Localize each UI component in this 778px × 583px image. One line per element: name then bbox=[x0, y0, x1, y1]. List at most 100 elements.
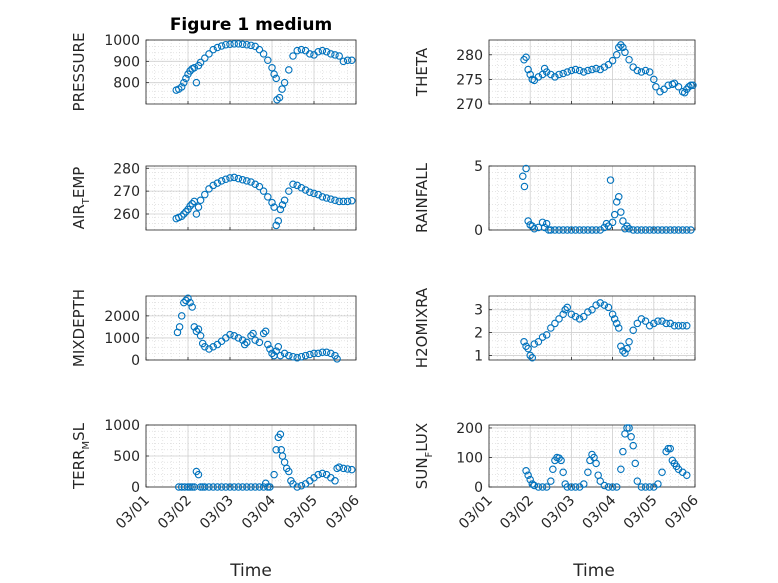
data-point bbox=[272, 74, 280, 83]
data-point bbox=[310, 349, 318, 358]
data-point bbox=[658, 468, 666, 476]
data-point bbox=[259, 329, 268, 338]
data-point bbox=[612, 319, 621, 328]
data-point bbox=[559, 310, 567, 319]
data-point bbox=[192, 210, 201, 218]
data-point bbox=[261, 327, 270, 336]
data-point bbox=[606, 176, 615, 184]
data-point bbox=[182, 74, 190, 83]
data-point bbox=[280, 196, 289, 205]
data-point bbox=[285, 66, 293, 74]
data-point bbox=[524, 217, 532, 225]
data-point bbox=[580, 226, 588, 234]
data-point bbox=[213, 179, 222, 187]
data-point bbox=[615, 192, 623, 201]
data-point bbox=[217, 42, 226, 50]
data-point bbox=[339, 197, 348, 206]
data-point bbox=[177, 83, 186, 91]
data-point bbox=[264, 483, 272, 491]
data-point bbox=[637, 315, 646, 323]
data-point bbox=[629, 63, 637, 71]
data-point bbox=[177, 312, 186, 320]
data-point bbox=[666, 444, 675, 453]
data-point bbox=[314, 349, 322, 358]
data-point bbox=[687, 81, 695, 90]
axes-box bbox=[145, 165, 357, 231]
data-point bbox=[261, 479, 270, 488]
data-point bbox=[608, 56, 617, 65]
data-point bbox=[563, 68, 572, 76]
subplot-2: 270 275 280 THETA bbox=[413, 39, 697, 113]
data-point bbox=[270, 70, 278, 78]
data-point bbox=[234, 483, 243, 491]
data-point bbox=[318, 193, 327, 201]
data-point bbox=[180, 78, 188, 87]
y-axis-label: MIXDEPTH bbox=[70, 289, 88, 367]
data-point bbox=[567, 66, 576, 75]
data-point bbox=[617, 208, 625, 216]
data-point bbox=[621, 349, 629, 357]
data-point bbox=[596, 477, 604, 485]
data-point bbox=[571, 483, 580, 491]
data-point bbox=[683, 321, 691, 330]
data-point bbox=[637, 226, 646, 234]
data-point bbox=[619, 43, 627, 52]
data-point bbox=[280, 349, 289, 358]
data-point bbox=[249, 329, 257, 338]
data-point bbox=[547, 477, 555, 485]
data-point bbox=[658, 226, 666, 234]
data-point bbox=[689, 81, 697, 90]
y-label-base: SUN bbox=[413, 457, 431, 489]
data-point bbox=[524, 471, 532, 479]
data-point bbox=[623, 424, 631, 432]
data-point bbox=[194, 470, 203, 479]
data-point bbox=[604, 222, 613, 230]
data-point bbox=[238, 40, 247, 49]
data-point bbox=[524, 65, 532, 74]
data-point bbox=[343, 465, 352, 473]
data-point bbox=[278, 201, 287, 209]
y-tick-label: 0 bbox=[131, 353, 140, 369]
data-point bbox=[596, 299, 604, 307]
data-point bbox=[674, 83, 683, 91]
data-point bbox=[272, 347, 280, 355]
data-point bbox=[184, 294, 192, 302]
data-point bbox=[584, 66, 592, 75]
data-point bbox=[238, 336, 247, 344]
data-point bbox=[343, 197, 352, 206]
axes-box bbox=[488, 39, 696, 105]
y-tick-label: 260 bbox=[113, 207, 140, 223]
data-point bbox=[549, 465, 557, 474]
data-point bbox=[266, 345, 274, 353]
data-point bbox=[629, 226, 637, 234]
data-point bbox=[584, 308, 592, 316]
data-point bbox=[520, 337, 528, 346]
data-point bbox=[217, 483, 226, 491]
y-axis-label: H2OMIXRA bbox=[413, 287, 431, 368]
data-point bbox=[289, 52, 297, 60]
axes-box bbox=[488, 424, 696, 488]
data-point bbox=[588, 65, 596, 74]
data-point bbox=[274, 217, 283, 225]
data-point bbox=[278, 85, 286, 93]
x-tick-label: 03/06 bbox=[323, 492, 363, 532]
data-point bbox=[331, 477, 339, 485]
data-point bbox=[217, 177, 226, 185]
data-point bbox=[255, 182, 264, 191]
data-point bbox=[621, 48, 629, 57]
axes-box bbox=[145, 39, 357, 105]
y-tick-label: 275 bbox=[456, 72, 483, 88]
data-point bbox=[530, 481, 539, 490]
x-tick-label: 03/05 bbox=[281, 493, 321, 533]
data-point bbox=[255, 483, 264, 491]
data-point bbox=[610, 315, 619, 323]
data-point bbox=[683, 226, 691, 234]
data-point bbox=[182, 296, 190, 305]
data-point bbox=[180, 483, 189, 491]
x-axis-label-right: Time bbox=[572, 561, 615, 581]
data-point bbox=[619, 347, 627, 355]
data-point bbox=[641, 317, 650, 325]
y-label-tail: EMP bbox=[70, 167, 88, 198]
data-point bbox=[584, 468, 592, 476]
